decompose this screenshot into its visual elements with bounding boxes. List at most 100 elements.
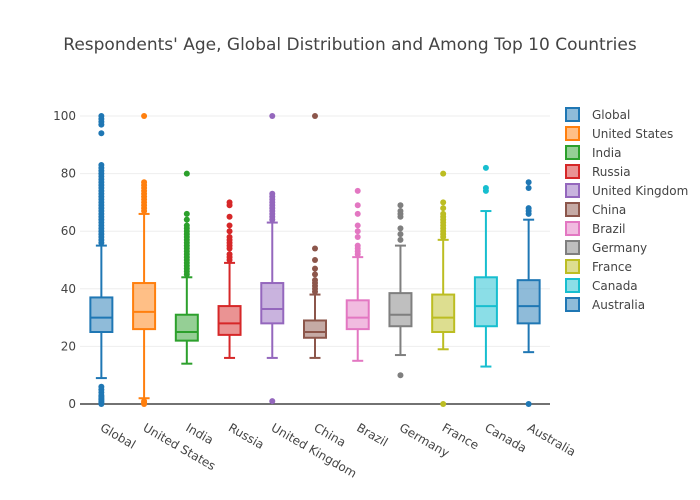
legend[interactable]: Global United States India Russia United Kin…	[565, 107, 688, 312]
outlier-point	[98, 383, 105, 390]
outlier-point	[312, 277, 318, 284]
x-tick-label: United States	[141, 420, 218, 473]
legend-item[interactable]: Brazil	[565, 221, 626, 236]
iqr-box	[431, 293, 456, 333]
outlier-point	[440, 199, 447, 206]
legend-item[interactable]: Russia	[565, 164, 631, 179]
iqr-box	[473, 276, 498, 328]
legend-swatch	[565, 278, 580, 293]
legend-swatch	[565, 145, 580, 160]
outlier-point	[354, 222, 361, 229]
iqr-box	[217, 305, 242, 336]
outlier-point	[98, 113, 105, 119]
outlier-point	[397, 208, 404, 215]
outlier-point	[440, 401, 447, 407]
x-tick-label: Brazil	[354, 420, 390, 449]
outlier-point	[525, 185, 532, 191]
x-tick-label: Russia	[226, 420, 266, 451]
outlier-point	[226, 199, 233, 206]
outlier-point	[525, 401, 532, 407]
y-axis: 0 20 40 60 80 100	[53, 109, 76, 411]
box-russia[interactable]	[217, 199, 242, 359]
box-china[interactable]	[303, 113, 327, 359]
legend-label: Australia	[592, 298, 645, 312]
outlier-point	[312, 113, 318, 119]
outlier-point	[312, 271, 318, 278]
chart-title: Respondents' Age, Global Distribution an…	[63, 35, 637, 55]
legend-label: United Kingdom	[592, 184, 688, 198]
outlier-point	[312, 257, 318, 263]
outlier-point	[354, 187, 361, 194]
outlier-point	[397, 231, 404, 238]
iqr-box	[516, 279, 541, 325]
legend-item[interactable]: Global	[565, 107, 630, 122]
legend-label: Germany	[592, 241, 647, 255]
legend-swatch	[565, 164, 580, 179]
legend-label: France	[592, 260, 632, 274]
legend-item[interactable]: United States	[565, 126, 673, 141]
outlier-point	[525, 179, 532, 186]
box-united-kingdom[interactable]	[260, 113, 285, 405]
outlier-point	[354, 242, 361, 249]
iqr-box	[388, 292, 413, 328]
iqr-box	[260, 282, 285, 325]
iqr-box	[303, 319, 327, 339]
outlier-point	[397, 372, 404, 379]
boxes	[89, 113, 541, 407]
legend-item[interactable]: India	[565, 145, 621, 160]
x-tick-label: Global	[98, 420, 138, 451]
outlier-point	[354, 202, 361, 209]
legend-label: Canada	[592, 279, 638, 293]
outlier-point	[98, 130, 105, 137]
legend-item[interactable]: China	[565, 202, 626, 217]
outlier-point	[226, 228, 233, 235]
iqr-box	[89, 296, 114, 334]
outlier-point	[269, 190, 276, 197]
outlier-point	[354, 233, 361, 240]
x-tick-label: Canada	[482, 420, 529, 455]
box-global[interactable]	[89, 113, 114, 407]
outlier-point	[183, 222, 190, 229]
y-tick-label: 40	[61, 282, 76, 296]
legend-label: Brazil	[592, 222, 626, 236]
outlier-point	[226, 251, 233, 258]
legend-swatch	[565, 126, 580, 141]
outlier-point	[269, 398, 276, 405]
legend-swatch	[565, 259, 580, 274]
legend-swatch	[565, 107, 580, 122]
outlier-point	[183, 216, 190, 223]
outlier-point	[440, 170, 447, 177]
outlier-point	[354, 210, 361, 217]
iqr-box	[132, 282, 157, 331]
box-france[interactable]	[431, 170, 456, 407]
x-tick-label: Australia	[525, 420, 578, 459]
outlier-point	[226, 213, 233, 220]
outlier-point	[482, 164, 489, 171]
y-tick-label: 80	[61, 167, 76, 181]
box-united-states[interactable]	[132, 113, 157, 407]
box-brazil[interactable]	[345, 187, 370, 362]
y-tick-label: 60	[61, 224, 76, 238]
box-australia[interactable]	[516, 179, 541, 407]
box-india[interactable]	[174, 170, 199, 365]
outlier-point	[226, 233, 233, 240]
box-germany[interactable]	[388, 202, 413, 379]
legend-swatch	[565, 202, 580, 217]
outlier-point	[397, 236, 404, 243]
legend-label: United States	[592, 127, 673, 141]
outlier-point	[312, 265, 318, 272]
legend-item[interactable]: Germany	[565, 240, 647, 255]
box-canada[interactable]	[473, 164, 498, 368]
outlier-point	[440, 205, 447, 212]
legend-item[interactable]: France	[565, 259, 632, 274]
outlier-point	[141, 398, 148, 405]
legend-swatch	[565, 183, 580, 198]
legend-swatch	[565, 221, 580, 236]
legend-item[interactable]: Canada	[565, 278, 638, 293]
legend-item[interactable]: United Kingdom	[565, 183, 688, 198]
outlier-point	[98, 161, 105, 168]
outlier-point	[312, 245, 318, 252]
legend-item[interactable]: Australia	[565, 297, 645, 312]
